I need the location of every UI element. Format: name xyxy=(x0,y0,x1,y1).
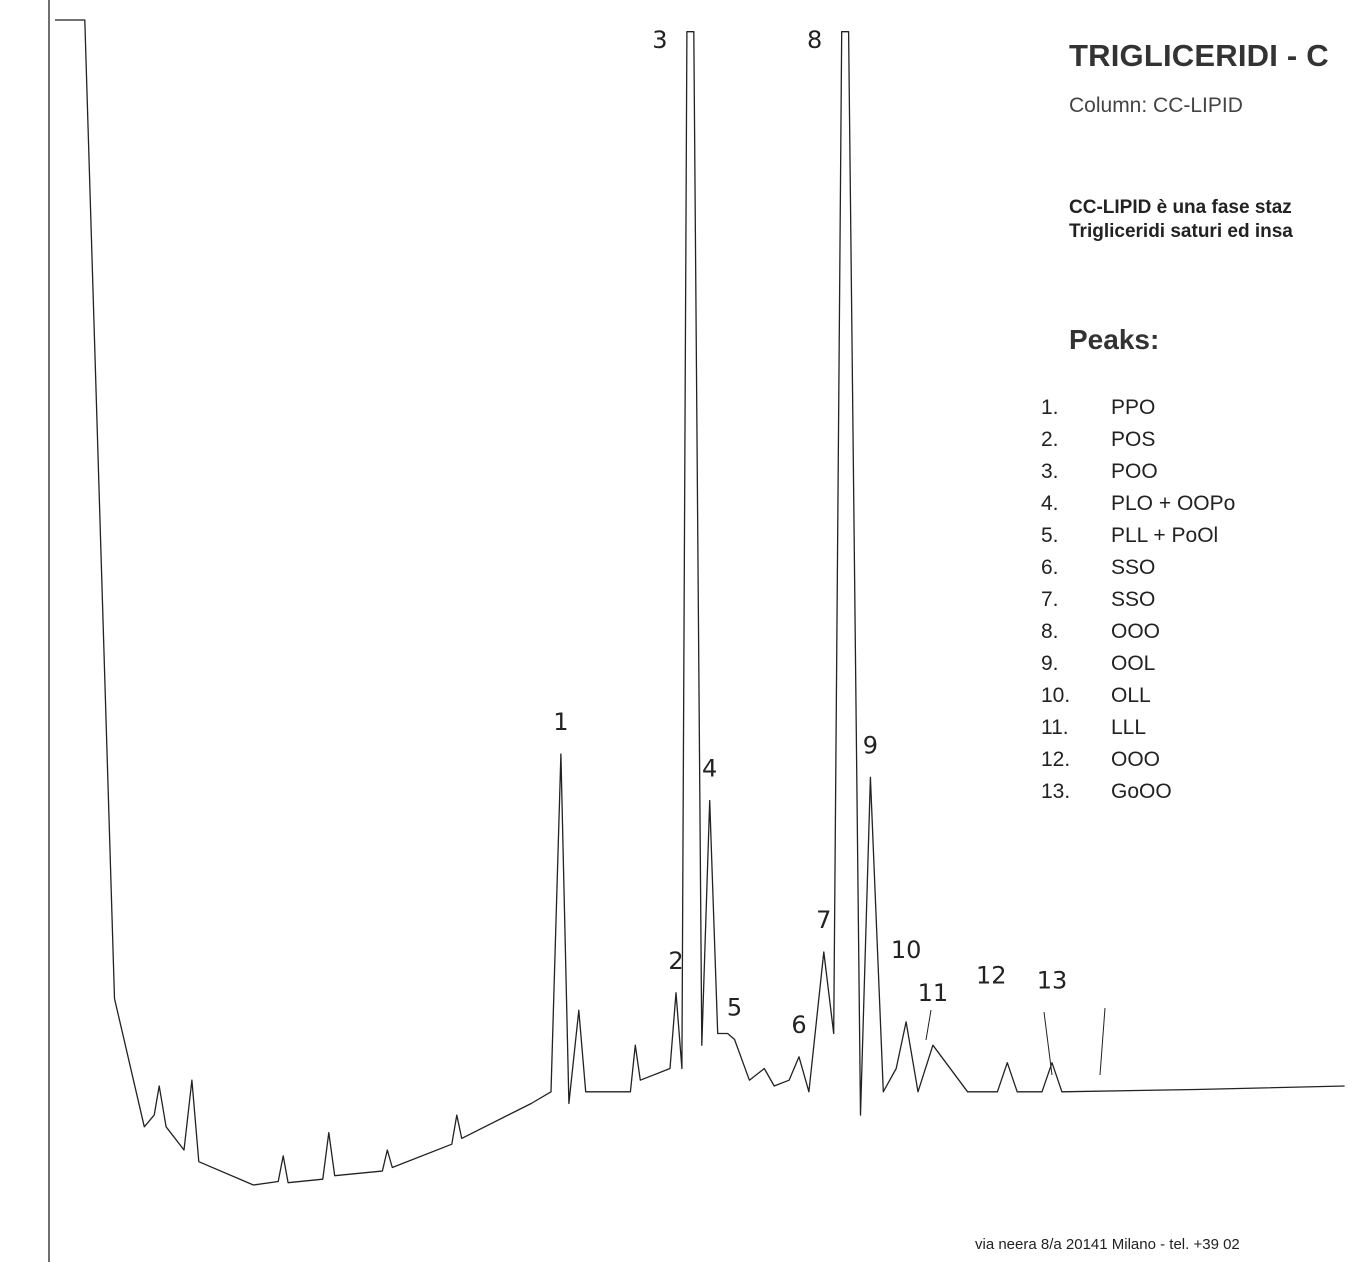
peak-number: 9. xyxy=(1041,652,1059,675)
info-panel: TRIGLICERIDI - C Column: CC-LIPID CC-LIP… xyxy=(1041,38,1353,808)
peak-number: 7. xyxy=(1041,588,1059,611)
peak-number: 13. xyxy=(1041,780,1071,803)
leader-line-13 xyxy=(1099,1007,1106,1076)
peak-label-4: 4 xyxy=(702,755,717,783)
peak-name: PLL + PoOl xyxy=(1111,524,1219,547)
peak-list-item: 11. LLL xyxy=(1041,712,1353,744)
peak-list-item: 5. PLL + PoOl xyxy=(1041,520,1353,552)
peak-list-item: 9. OOL xyxy=(1041,648,1353,680)
peak-name: GoOO xyxy=(1111,780,1172,803)
peak-label-1: 1 xyxy=(553,708,568,736)
peak-name: POS xyxy=(1111,428,1156,451)
peak-name: OOL xyxy=(1111,652,1156,675)
leader-line-10 xyxy=(925,1009,932,1041)
peak-label-12: 12 xyxy=(976,962,1007,990)
peak-number: 11. xyxy=(1041,716,1069,739)
peak-number: 10. xyxy=(1041,684,1071,707)
footer-address: via neera 8/a 20141 Milano - tel. +39 02 xyxy=(975,1236,1240,1253)
peak-label-13: 13 xyxy=(1037,967,1068,995)
page-title: TRIGLICERIDI - C xyxy=(1069,38,1329,73)
peak-label-11: 11 xyxy=(918,979,949,1007)
peak-label-9: 9 xyxy=(863,731,878,759)
peak-name: LLL xyxy=(1111,716,1147,739)
peak-number: 1. xyxy=(1041,396,1059,419)
peak-list-item: 12. OOO xyxy=(1041,744,1353,776)
peak-name: OOO xyxy=(1111,620,1161,643)
peak-name: OLL xyxy=(1111,684,1151,707)
description-line-2: Trigliceridi saturi ed insa xyxy=(1069,221,1293,242)
peak-number: 8. xyxy=(1041,620,1059,643)
peak-list-item: 13. GoOO xyxy=(1041,776,1353,808)
column-label: Column: CC-LIPID xyxy=(1069,94,1243,117)
peak-name: SSO xyxy=(1111,588,1156,611)
description-line-1: CC-LIPID è una fase staz xyxy=(1069,197,1292,218)
peak-list-item: 7. SSO xyxy=(1041,584,1353,616)
peak-label-8: 8 xyxy=(807,26,822,54)
chromatogram-trace xyxy=(55,19,1345,1186)
peak-name: POO xyxy=(1111,460,1158,483)
peak-list: 1. PPO 2. POS 3. POO 4. PLO + OOPo 5. PLL + P… xyxy=(1041,392,1353,808)
peak-number: 3. xyxy=(1041,460,1059,483)
leader-line-12 xyxy=(1043,1011,1053,1076)
peak-label-6: 6 xyxy=(791,1011,806,1039)
peak-list-item: 6. SSO xyxy=(1041,552,1353,584)
peak-list-item: 3. POO xyxy=(1041,456,1353,488)
peak-list-item: 2. POS xyxy=(1041,424,1353,456)
peaks-heading: Peaks: xyxy=(1069,324,1160,355)
peak-number: 12. xyxy=(1041,748,1071,771)
peak-label-5: 5 xyxy=(727,993,742,1021)
description: CC-LIPID è una fase staz Trigliceridi sa… xyxy=(1069,196,1353,244)
peak-label-3: 3 xyxy=(652,26,667,54)
peak-name: SSO xyxy=(1111,556,1156,579)
peak-list-item: 1. PPO xyxy=(1041,392,1353,424)
peak-number: 6. xyxy=(1041,556,1059,579)
peak-label-2: 2 xyxy=(668,947,683,975)
peak-name: OOO xyxy=(1111,748,1161,771)
peak-label-10: 10 xyxy=(891,936,922,964)
peak-number: 2. xyxy=(1041,428,1059,451)
peak-list-item: 8. OOO xyxy=(1041,616,1353,648)
peak-number: 5. xyxy=(1041,524,1059,547)
peak-number: 4. xyxy=(1041,492,1059,515)
peak-name: PPO xyxy=(1111,396,1156,419)
peak-list-item: 10. OLL xyxy=(1041,680,1353,712)
peak-list-item: 4. PLO + OOPo xyxy=(1041,488,1353,520)
peak-name: PLO + OOPo xyxy=(1111,492,1236,515)
peak-label-7: 7 xyxy=(816,906,831,934)
